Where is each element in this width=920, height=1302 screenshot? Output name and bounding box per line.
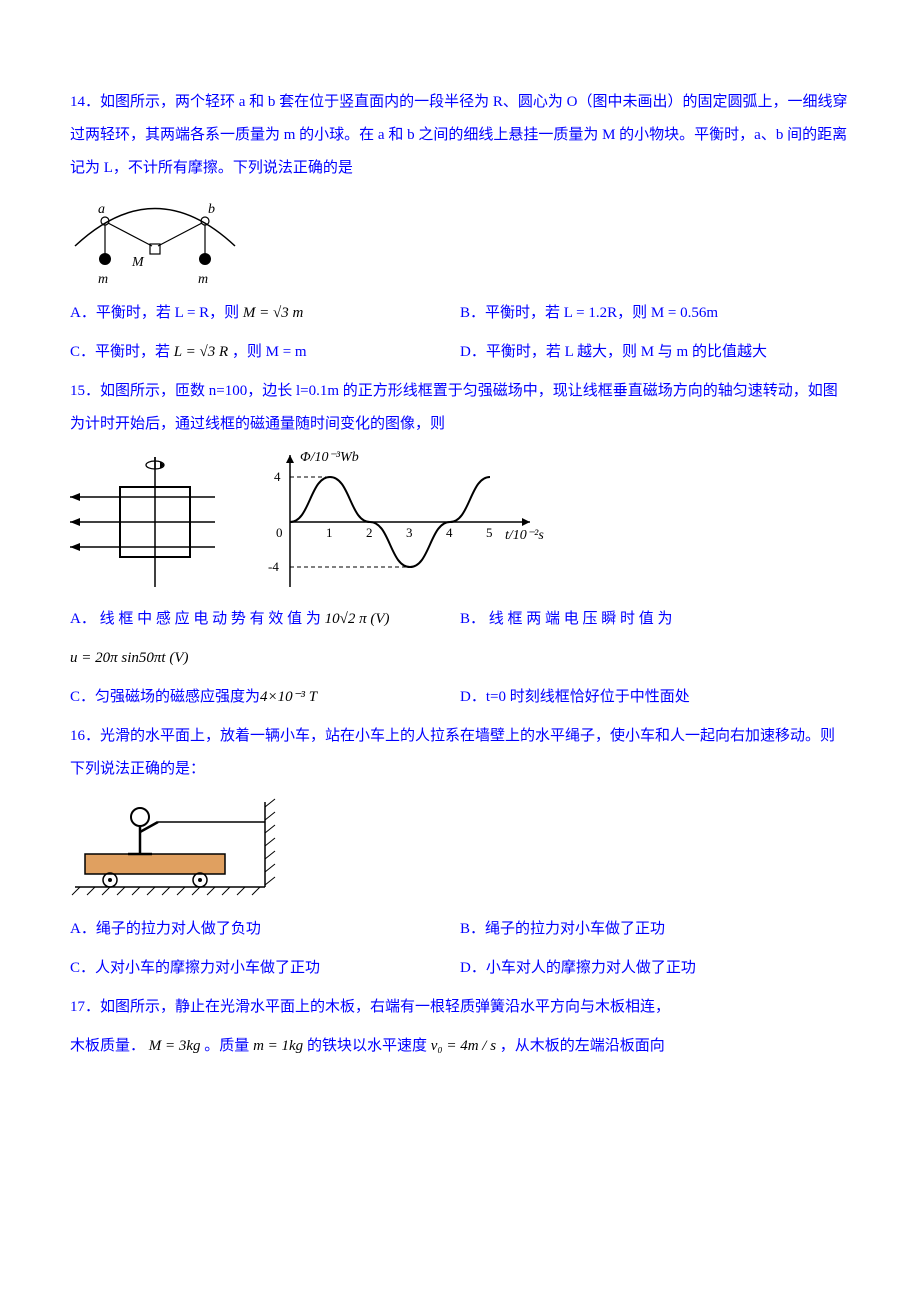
q14-stem: 14．如图所示，两个轻环 a 和 b 套在位于竖直面内的一段半径为 R、圆心为 …: [70, 86, 850, 185]
q16-number: 16．: [70, 728, 100, 744]
q17-stem-a-text: 如图所示，静止在光滑水平面上的木板，右端有一根轻质弹簧沿水平方向与木板相连，: [100, 999, 670, 1015]
q15-xlabel: t/10⁻²s: [505, 528, 544, 543]
q14-label-m1: m: [98, 272, 108, 287]
q16-figure: [70, 792, 850, 907]
q14-label-m2: m: [198, 272, 208, 287]
q16-optD: D．小车对人的摩擦力对人做了正功: [460, 952, 850, 985]
q14-optA: A．平衡时，若 L = R，则 M = √3 m: [70, 297, 460, 330]
q17-b-pre: 木板质量．: [70, 1038, 149, 1054]
q15-optC-math: 4×10⁻³ T: [260, 689, 317, 705]
svg-text:0: 0: [276, 525, 283, 540]
q15-ytick-pos: 4: [274, 469, 281, 484]
q14-optB: B．平衡时，若 L = 1.2R，则 M = 0.56m: [460, 297, 850, 330]
q16-stem-text: 光滑的水平面上，放着一辆小车，站在小车上的人拉系在墙壁上的水平绳子，使小车和人一…: [70, 728, 835, 777]
q15-options-2: C．匀强磁场的磁感应强度为4×10⁻³ T D．t=0 时刻线框恰好位于中性面处: [70, 681, 850, 714]
q15-xtick-2: 2: [366, 525, 373, 540]
q15-ylabel: Φ/10⁻³Wb: [300, 450, 359, 465]
q15-xtick-1: 1: [326, 525, 333, 540]
q15-optA-text: A． 线 框 中 感 应 电 动 势 有 效 值 为: [70, 611, 325, 627]
q15-ytick-neg: -4: [268, 559, 279, 574]
q14-optC: C．平衡时，若 L = √3 R ，则 M = m: [70, 336, 460, 369]
q14-optC-pre: C．平衡时，若: [70, 344, 174, 360]
q15-coil-figure: [70, 452, 230, 592]
q16-options-1: A．绳子的拉力对人做了负功 B．绳子的拉力对小车做了正功: [70, 913, 850, 946]
q15-options-1: A． 线 框 中 感 应 电 动 势 有 效 值 为 10√2 π (V) B．…: [70, 603, 850, 636]
q17-b-m1: M = 3kg: [149, 1038, 201, 1054]
q17-stem-b: 木板质量． M = 3kg 。质量 m = 1kg 的铁块以水平速度 v₀ = …: [70, 1030, 850, 1063]
q14-optD: D．平衡时，若 L 越大，则 M 与 m 的比值越大: [460, 336, 850, 369]
q15-graph: Φ/10⁻³Wb t/10⁻²s 4 -4 0 1 2 3 4 5: [260, 447, 550, 597]
q14-stem-text: 如图所示，两个轻环 a 和 b 套在位于竖直面内的一段半径为 R、圆心为 O（图…: [70, 94, 848, 176]
q15-optD: D．t=0 时刻线框恰好位于中性面处: [460, 681, 850, 714]
q15-optB: B． 线 框 两 端 电 压 瞬 时 值 为: [460, 603, 850, 636]
q14-optA-math: M = √3 m: [243, 305, 303, 321]
q14-optC-post: ，则 M = m: [228, 344, 306, 360]
q15-xtick-5: 5: [486, 525, 493, 540]
q16-optC: C．人对小车的摩擦力对小车做了正功: [70, 952, 460, 985]
q17-b-post: ，从木板的左端沿板面向: [496, 1038, 665, 1054]
q16-options-2: C．人对小车的摩擦力对小车做了正功 D．小车对人的摩擦力对人做了正功: [70, 952, 850, 985]
q14-optA-text: A．平衡时，若 L = R，则: [70, 305, 243, 321]
q17-b-v: v₀ = 4m / s: [431, 1038, 496, 1054]
q15-number: 15．: [70, 383, 100, 399]
q15-figures: Φ/10⁻³Wb t/10⁻²s 4 -4 0 1 2 3 4 5: [70, 447, 850, 597]
q14-options-2: C．平衡时，若 L = √3 R ，则 M = m D．平衡时，若 L 越大，则…: [70, 336, 850, 369]
q15-xtick-3: 3: [406, 525, 413, 540]
q15-optC: C．匀强磁场的磁感应强度为4×10⁻³ T: [70, 681, 460, 714]
q16-stem: 16．光滑的水平面上，放着一辆小车，站在小车上的人拉系在墙壁上的水平绳子，使小车…: [70, 720, 850, 786]
q17-number: 17．: [70, 999, 100, 1015]
q15-stem: 15．如图所示，匝数 n=100，边长 l=0.1m 的正方形线框置于匀强磁场中…: [70, 375, 850, 441]
q16-optB: B．绳子的拉力对小车做了正功: [460, 913, 850, 946]
q14-figure: a b m m M: [70, 191, 850, 291]
q14-label-M: M: [131, 255, 145, 270]
q14-label-b: b: [208, 202, 215, 217]
q15-optB-math: u = 20π sin50πt (V): [70, 642, 850, 675]
q15-stem-text: 如图所示，匝数 n=100，边长 l=0.1m 的正方形线框置于匀强磁场中，现让…: [70, 383, 838, 432]
q17-stem-a: 17．如图所示，静止在光滑水平面上的木板，右端有一根轻质弹簧沿水平方向与木板相连…: [70, 991, 850, 1024]
q14-label-a: a: [98, 202, 105, 217]
q14-options-1: A．平衡时，若 L = R，则 M = √3 m B．平衡时，若 L = 1.2…: [70, 297, 850, 330]
q15-optA: A． 线 框 中 感 应 电 动 势 有 效 值 为 10√2 π (V): [70, 603, 460, 636]
q17-b-m2: m = 1kg: [253, 1038, 303, 1054]
q17-b-mid: 。质量: [201, 1038, 254, 1054]
q15-xtick-4: 4: [446, 525, 453, 540]
q14-number: 14．: [70, 94, 100, 110]
q17-b-mid2: 的铁块以水平速度: [303, 1038, 431, 1054]
q15-optA-math: 10√2 π (V): [325, 611, 390, 627]
q16-optA: A．绳子的拉力对人做了负功: [70, 913, 460, 946]
q15-optC-pre: C．匀强磁场的磁感应强度为: [70, 689, 260, 705]
q14-optC-math: L = √3 R: [174, 344, 228, 360]
